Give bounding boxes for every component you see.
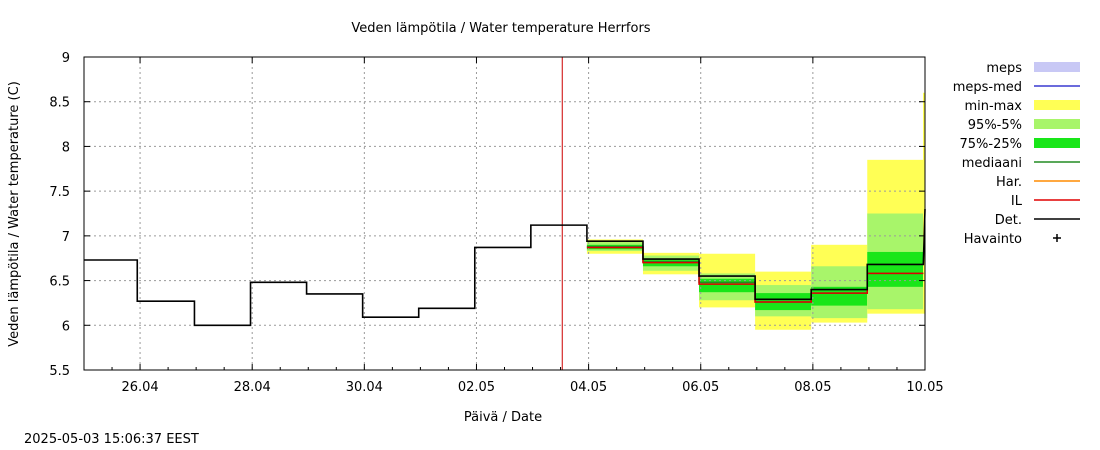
x-tick-label-7: 10.05 (906, 380, 943, 395)
x-tick-label-4: 04.05 (570, 380, 607, 395)
x-tick-label-0: 26.04 (121, 380, 158, 395)
grid-lines (84, 57, 925, 370)
det-line (84, 209, 926, 327)
x-axis-label: Päivä / Date (464, 410, 542, 425)
legend-label-median: mediaani (962, 156, 1022, 171)
y-tick-label-0: 5.5 (49, 364, 70, 379)
y-tick-label-6: 8.5 (49, 96, 70, 111)
x-tick-label-3: 02.05 (458, 380, 495, 395)
band-75-25-2 (699, 278, 756, 293)
y-tick-label-4: 7.5 (49, 185, 70, 200)
legend-swatch-min_max (1034, 100, 1080, 110)
y-tick-label-3: 7 (62, 230, 70, 245)
y-tick-label-2: 6.5 (49, 275, 70, 290)
legend-label-min_max: min-max (964, 99, 1022, 114)
legend-label-har: Har. (996, 175, 1022, 190)
band-min-max-spike (923, 92, 925, 314)
legend-label-havainto: Havainto (964, 232, 1022, 247)
y-tick-label-5: 8 (62, 140, 70, 155)
legend-label-il: IL (1011, 194, 1023, 209)
legend-swatch-havainto (1053, 234, 1061, 242)
y-tick-label-1: 6 (62, 319, 70, 334)
legend-label-meps_med: meps-med (953, 80, 1022, 95)
forecast-bands (586, 92, 925, 330)
legend-swatch-p75_25 (1034, 138, 1080, 148)
axis-ticks: 5.5 6 6.5 7 7.5 8 8.5 9 26.04 28.04 30.04 02.05 04.0… (49, 51, 943, 395)
x-tick-label-1: 28.04 (234, 380, 271, 395)
band-75-25-4 (811, 286, 868, 306)
legend-label-meps: meps (986, 61, 1022, 76)
band-75-25-5 (867, 251, 924, 287)
x-tick-label-5: 06.05 (682, 380, 719, 395)
legend-swatch-p95_5 (1034, 119, 1080, 129)
y-tick-label-7: 9 (62, 51, 70, 66)
y-axis-label: Veden lämpötila / Water temperature (C) (7, 81, 22, 347)
timestamp: 2025-05-03 15:06:37 EEST (24, 432, 199, 447)
x-tick-label-6: 08.05 (794, 380, 831, 395)
legend: meps meps-med min-max 95%-5% 75%-25% mediaani… (953, 61, 1080, 247)
legend-label-det: Det. (995, 213, 1022, 228)
x-tick-label-2: 30.04 (346, 380, 383, 395)
series-lines (84, 57, 926, 370)
legend-label-p75_25: 75%-25% (960, 137, 1022, 152)
chart-title: Veden lämpötila / Water temperature Herr… (351, 21, 650, 36)
legend-swatch-meps (1034, 62, 1080, 72)
legend-label-p95_5: 95%-5% (968, 118, 1022, 133)
